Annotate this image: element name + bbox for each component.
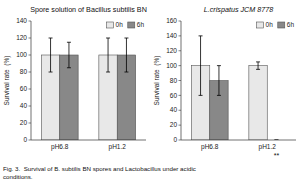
y-tick: [179, 140, 182, 141]
legend-label: 0h: [266, 21, 274, 28]
error-cap: [124, 72, 128, 73]
error-bar: [217, 66, 221, 96]
error-bar: [256, 62, 260, 69]
error-cap: [67, 67, 71, 68]
y-tick: [179, 21, 182, 22]
legend-swatch: [278, 22, 285, 28]
error-cap: [199, 35, 203, 36]
error-cap: [217, 95, 221, 96]
y-tick: [29, 123, 32, 124]
y-tick: [29, 89, 32, 90]
error-cap: [49, 72, 53, 73]
y-tick: [179, 80, 182, 81]
y-tick-label: 40: [20, 102, 28, 109]
marks: [191, 36, 278, 140]
y-tick: [29, 106, 32, 107]
caption-line: conditions.: [3, 173, 33, 180]
error-cap: [256, 69, 260, 70]
y-tick: [179, 65, 182, 66]
error-line: [200, 36, 201, 96]
y-tick-label: 80: [170, 77, 178, 84]
title: L.crispatus JCM 8778: [204, 5, 274, 14]
caption-line: Fig. 3. Survival of B. subtilis BN spore…: [3, 165, 196, 172]
x-tick-label: pH6.8: [201, 143, 219, 151]
y-tick-label: 100: [166, 62, 177, 69]
x-tick-label: pH1.2: [109, 143, 127, 151]
y-tick: [179, 95, 182, 96]
legend-swatch: [257, 22, 264, 28]
y-tick: [29, 21, 32, 22]
error-cap: [256, 61, 260, 62]
legend-swatch: [107, 22, 114, 28]
y-tick: [179, 50, 182, 51]
y-tick: [29, 140, 32, 141]
x-tick-label: pH6.8: [51, 143, 69, 151]
y-tick-label: 0: [173, 136, 177, 143]
y-tick-label: 80: [20, 68, 28, 75]
error-cap: [106, 72, 110, 73]
panel: 0 20 40 60 80 100 120 140 160 pH6.8 pH1.2 Survival …: [153, 5, 296, 159]
error-bar: [49, 38, 53, 72]
legend-swatch: [128, 22, 135, 28]
y-tick: [29, 38, 32, 39]
y-tick-label: 60: [20, 85, 28, 92]
y-axis-label: Survival rate (%): [153, 56, 161, 106]
error-bar: [67, 42, 71, 68]
y-tick: [29, 55, 32, 56]
y-tick-label: 140: [166, 32, 177, 39]
panel: 0 20 40 60 80 100 120 140 pH6.8 pH1.2 Survival rat…: [3, 5, 147, 151]
y-tick-label: 120: [16, 34, 27, 41]
error-bar: [106, 38, 110, 72]
error-bar: [124, 38, 128, 72]
y-tick: [179, 125, 182, 126]
y-tick: [29, 72, 32, 73]
error-line: [50, 38, 51, 72]
y-tick-label: 0: [23, 136, 27, 143]
error-bar: [199, 36, 203, 96]
y-tick-label: 60: [170, 92, 178, 99]
error-line: [126, 38, 127, 72]
error-cap: [124, 38, 128, 39]
y-tick-label: 20: [170, 121, 178, 128]
bar: [60, 55, 78, 140]
bar: [249, 66, 267, 140]
error-cap: [217, 65, 221, 66]
error-cap: [106, 38, 110, 39]
legend-label: 0h: [116, 21, 124, 28]
error-cap: [49, 38, 53, 39]
x-axis: [181, 140, 296, 141]
x-tick-label: pH1.2: [259, 143, 277, 151]
caption: Fig. 3. Survival of B. subtilis BN spore…: [3, 165, 196, 180]
annotation: **: [274, 152, 280, 159]
y-tick-label: 40: [170, 106, 178, 113]
y-axis-label: Survival rate (%): [3, 56, 11, 106]
chart: 0 20 40 60 80 100 120 140 pH6.8 pH1.2 Survival rat…: [0, 0, 300, 183]
y-tick-label: 160: [166, 17, 177, 24]
error-line: [68, 42, 69, 68]
error-line: [218, 66, 219, 96]
legend: 0h 6h: [257, 21, 295, 28]
legend-label: 6h: [287, 21, 295, 28]
error-cap: [67, 42, 71, 43]
legend: 0h 6h: [107, 21, 145, 28]
legend-label: 6h: [137, 21, 145, 28]
y-axis: [31, 21, 32, 140]
y-tick-label: 120: [166, 47, 177, 54]
y-tick: [179, 35, 182, 36]
y-tick-label: 100: [16, 51, 27, 58]
error-line: [258, 62, 259, 69]
error-cap: [199, 95, 203, 96]
marks: [41, 38, 135, 140]
y-tick-label: 20: [20, 119, 28, 126]
error-line: [108, 38, 109, 72]
title: Spore solution of Bacillus subtilis BN: [30, 5, 147, 14]
x-axis: [31, 140, 146, 141]
y-tick: [179, 110, 182, 111]
y-tick-label: 140: [16, 17, 27, 24]
